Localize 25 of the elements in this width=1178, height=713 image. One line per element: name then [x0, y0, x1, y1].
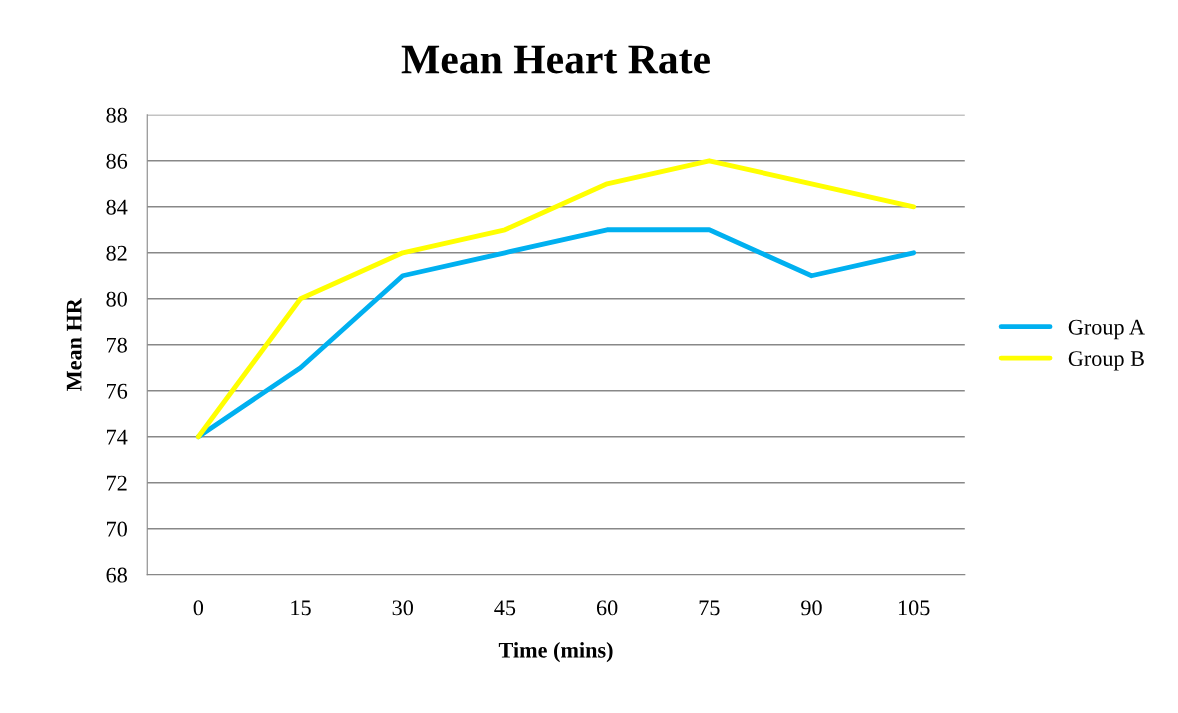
- y-tick-label: 72: [107, 475, 127, 491]
- legend-label: Group B: [1068, 351, 1144, 371]
- x-tick-label: 30: [392, 600, 413, 616]
- x-tick-label: 0: [193, 600, 204, 616]
- y-tick-label: 86: [106, 153, 128, 169]
- x-tick-label: 15: [291, 600, 311, 616]
- y-tick-label: 84: [106, 199, 128, 215]
- chart-title: Mean Heart Rate: [401, 45, 710, 74]
- x-tick-label: 60: [596, 600, 618, 616]
- y-axis-title: Mean HR: [66, 297, 82, 391]
- x-tick-label: 75: [699, 600, 720, 616]
- y-tick-label: 80: [106, 291, 127, 307]
- y-tick-label: 82: [106, 245, 127, 261]
- y-tick-label: 88: [106, 107, 127, 123]
- y-tick-label: 68: [106, 567, 127, 583]
- y-tick-label: 70: [107, 521, 127, 537]
- y-tick-label: 74: [107, 429, 128, 445]
- y-tick-label: 78: [107, 337, 127, 353]
- x-tick-label: 45: [494, 600, 516, 616]
- y-tick-label: 76: [107, 383, 128, 399]
- x-axis-title: Time (mins): [498, 642, 613, 663]
- line-series: [195, 158, 917, 440]
- x-tick-label: 90: [801, 600, 822, 616]
- legend-label: Group A: [1068, 319, 1145, 340]
- x-tick-label: 105: [898, 600, 930, 616]
